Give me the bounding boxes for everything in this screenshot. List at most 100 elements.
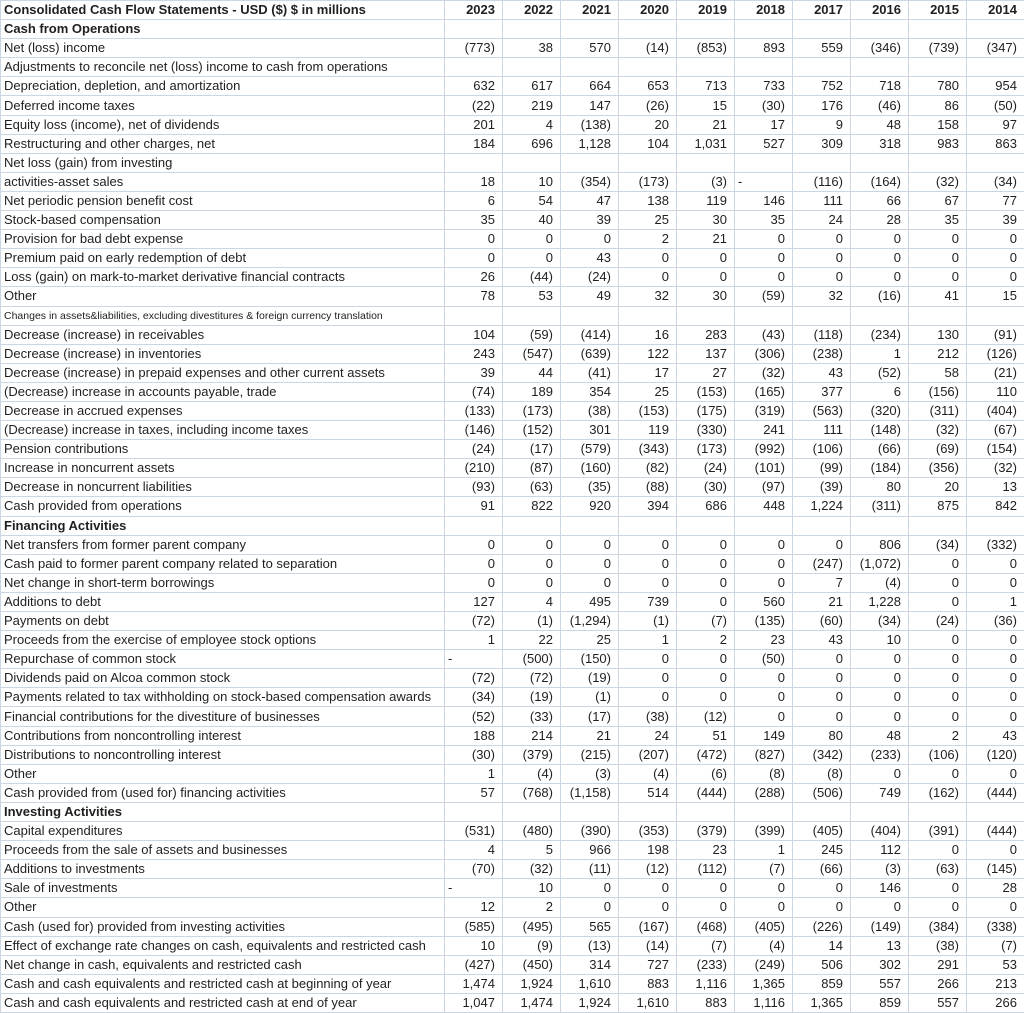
- cell-value[interactable]: (384): [909, 917, 967, 936]
- cell-value[interactable]: 24: [619, 726, 677, 745]
- cell-value[interactable]: (19): [561, 669, 619, 688]
- cell-value[interactable]: (853): [677, 39, 735, 58]
- cell-value[interactable]: 112: [851, 841, 909, 860]
- cell-value[interactable]: 1,924: [561, 993, 619, 1012]
- cell-value[interactable]: 43: [561, 249, 619, 268]
- cell-value[interactable]: 22: [503, 631, 561, 650]
- cell-value[interactable]: 565: [561, 917, 619, 936]
- cell-value[interactable]: (32): [967, 459, 1024, 478]
- cell-value[interactable]: 0: [735, 573, 793, 592]
- cell-value[interactable]: (9): [503, 936, 561, 955]
- cell-value[interactable]: 0: [909, 707, 967, 726]
- cell-value[interactable]: (1,158): [561, 783, 619, 802]
- cell-value[interactable]: (16): [851, 287, 909, 306]
- cell-value[interactable]: (70): [445, 860, 503, 879]
- cell-value[interactable]: (24): [677, 459, 735, 478]
- cell-value[interactable]: (353): [619, 822, 677, 841]
- cell-value[interactable]: [445, 153, 503, 172]
- cell-value[interactable]: (1): [503, 612, 561, 631]
- cell-value[interactable]: (106): [909, 745, 967, 764]
- cell-value[interactable]: (12): [677, 707, 735, 726]
- cell-value[interactable]: 354: [561, 382, 619, 401]
- cell-value[interactable]: (233): [677, 955, 735, 974]
- cell-value[interactable]: (63): [503, 478, 561, 497]
- cell-value[interactable]: 0: [793, 249, 851, 268]
- cell-value[interactable]: 6: [445, 191, 503, 210]
- cell-value[interactable]: (22): [445, 96, 503, 115]
- cell-value[interactable]: 119: [677, 191, 735, 210]
- cell-value[interactable]: 859: [851, 993, 909, 1012]
- year-column-header[interactable]: 2019: [677, 1, 735, 20]
- cell-value[interactable]: (175): [677, 401, 735, 420]
- cell-value[interactable]: 10: [445, 936, 503, 955]
- cell-value[interactable]: 17: [735, 115, 793, 134]
- row-label[interactable]: activities-asset sales: [1, 172, 445, 191]
- row-label[interactable]: Distributions to noncontrolling interest: [1, 745, 445, 764]
- cell-value[interactable]: (405): [793, 822, 851, 841]
- cell-value[interactable]: 1,924: [503, 974, 561, 993]
- cell-value[interactable]: (495): [503, 917, 561, 936]
- cell-value[interactable]: 0: [503, 535, 561, 554]
- row-label[interactable]: (Decrease) increase in accounts payable,…: [1, 382, 445, 401]
- cell-value[interactable]: (67): [967, 421, 1024, 440]
- cell-value[interactable]: 24: [793, 211, 851, 230]
- cell-value[interactable]: 104: [445, 325, 503, 344]
- cell-value[interactable]: (1): [561, 688, 619, 707]
- cell-value[interactable]: (379): [503, 745, 561, 764]
- cell-value[interactable]: 0: [851, 707, 909, 726]
- cell-value[interactable]: 10: [851, 631, 909, 650]
- cell-value[interactable]: 35: [445, 211, 503, 230]
- cell-value[interactable]: (450): [503, 955, 561, 974]
- cell-value[interactable]: (32): [909, 421, 967, 440]
- cell-value[interactable]: 1,031: [677, 134, 735, 153]
- cell-value[interactable]: 184: [445, 134, 503, 153]
- cell-value[interactable]: 0: [851, 688, 909, 707]
- cell-value[interactable]: (247): [793, 554, 851, 573]
- cell-value[interactable]: (32): [735, 363, 793, 382]
- cell-value[interactable]: 301: [561, 421, 619, 440]
- cell-value[interactable]: [445, 516, 503, 535]
- cell-value[interactable]: 1,228: [851, 592, 909, 611]
- cell-value[interactable]: (7): [967, 936, 1024, 955]
- cell-value[interactable]: 0: [445, 230, 503, 249]
- cell-value[interactable]: 966: [561, 841, 619, 860]
- cell-value[interactable]: (4): [503, 764, 561, 783]
- cell-value[interactable]: (444): [967, 822, 1024, 841]
- cell-value[interactable]: (91): [967, 325, 1024, 344]
- cell-value[interactable]: 32: [793, 287, 851, 306]
- cell-value[interactable]: 47: [561, 191, 619, 210]
- row-label[interactable]: Financial contributions for the divestit…: [1, 707, 445, 726]
- cell-value[interactable]: 318: [851, 134, 909, 153]
- cell-value[interactable]: 0: [909, 631, 967, 650]
- cell-value[interactable]: 146: [735, 191, 793, 210]
- row-label[interactable]: Payments on debt: [1, 612, 445, 631]
- cell-value[interactable]: [619, 153, 677, 172]
- cell-value[interactable]: 0: [677, 535, 735, 554]
- cell-value[interactable]: (320): [851, 401, 909, 420]
- cell-value[interactable]: 0: [561, 898, 619, 917]
- cell-value[interactable]: 0: [735, 879, 793, 898]
- cell-value[interactable]: (827): [735, 745, 793, 764]
- cell-value[interactable]: 0: [967, 688, 1024, 707]
- cell-value[interactable]: 0: [909, 879, 967, 898]
- cell-value[interactable]: (152): [503, 421, 561, 440]
- cell-value[interactable]: 653: [619, 77, 677, 96]
- cell-value[interactable]: 14: [793, 936, 851, 955]
- cell-value[interactable]: [735, 58, 793, 77]
- cell-value[interactable]: 54: [503, 191, 561, 210]
- cell-value[interactable]: 38: [503, 39, 561, 58]
- cell-value[interactable]: (992): [735, 440, 793, 459]
- cell-value[interactable]: 104: [619, 134, 677, 153]
- cell-value[interactable]: 15: [967, 287, 1024, 306]
- cell-value[interactable]: 18: [445, 172, 503, 191]
- cell-value[interactable]: (311): [851, 497, 909, 516]
- cell-value[interactable]: (69): [909, 440, 967, 459]
- cell-value[interactable]: 130: [909, 325, 967, 344]
- cell-value[interactable]: (233): [851, 745, 909, 764]
- cell-value[interactable]: (24): [445, 440, 503, 459]
- cell-value[interactable]: 67: [909, 191, 967, 210]
- cell-value[interactable]: (427): [445, 955, 503, 974]
- row-label[interactable]: Deferred income taxes: [1, 96, 445, 115]
- cell-value[interactable]: 283: [677, 325, 735, 344]
- cell-value[interactable]: [445, 306, 503, 325]
